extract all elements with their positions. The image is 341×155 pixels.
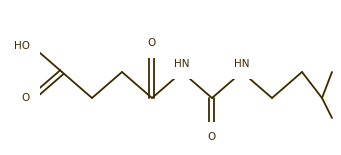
Text: HO: HO bbox=[14, 41, 30, 51]
Text: O: O bbox=[22, 93, 30, 103]
Text: O: O bbox=[208, 132, 216, 142]
Text: O: O bbox=[148, 38, 156, 48]
Text: HN: HN bbox=[234, 59, 250, 69]
Text: HN: HN bbox=[174, 59, 190, 69]
